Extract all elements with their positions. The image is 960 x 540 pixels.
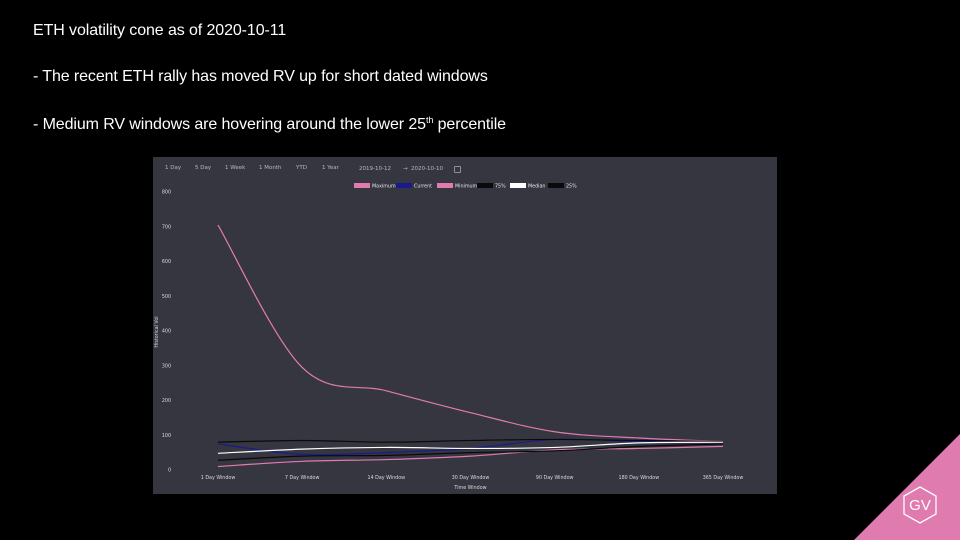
bullet-medium-rv: - Medium RV windows are hovering around … bbox=[33, 115, 506, 134]
series-line-median bbox=[217, 441, 724, 454]
x-tick-label: 14 Day Window bbox=[368, 475, 406, 481]
range-button-1-month[interactable]: 1 Month bbox=[259, 165, 282, 171]
range-button-1-week[interactable]: 1 Week bbox=[225, 165, 246, 171]
x-tick-label: 90 Day Window bbox=[536, 475, 574, 481]
gv-logo: GV bbox=[854, 434, 960, 540]
date-to-input[interactable]: 2020-10-10 bbox=[411, 166, 443, 172]
bullet-rv-rally: - The recent ETH rally has moved RV up f… bbox=[33, 68, 488, 85]
x-tick-label: 1 Day Window bbox=[201, 475, 236, 481]
legend-label-25pct[interactable]: 25% bbox=[566, 184, 577, 190]
y-tick-label: 500 bbox=[162, 294, 171, 300]
legend-swatch-maximum[interactable] bbox=[354, 183, 370, 188]
range-button-ytd[interactable]: YTD bbox=[296, 165, 307, 171]
x-axis-title: Time Window bbox=[453, 485, 486, 491]
legend-swatch-current[interactable] bbox=[396, 183, 412, 188]
calendar-icon[interactable] bbox=[454, 166, 461, 173]
legend-label-75pct[interactable]: 75% bbox=[495, 184, 506, 190]
y-tick-label: 300 bbox=[162, 363, 171, 369]
bullet-medium-rv-text: - Medium RV windows are hovering around … bbox=[33, 116, 426, 133]
logo-hexagon-icon bbox=[903, 486, 937, 524]
legend-swatch-75pct[interactable] bbox=[477, 183, 493, 188]
series-line-25pct bbox=[217, 443, 724, 461]
x-tick-label: 30 Day Window bbox=[452, 475, 490, 481]
date-from-input[interactable]: 2019-10-12 bbox=[359, 166, 391, 172]
series-line-75pct bbox=[217, 438, 724, 443]
logo-triangle bbox=[854, 434, 960, 540]
legend-swatch-median[interactable] bbox=[510, 183, 526, 188]
range-button-5-day[interactable]: 5 Day bbox=[195, 165, 212, 171]
y-tick-label: 0 bbox=[168, 468, 171, 474]
y-tick-label: 200 bbox=[162, 398, 171, 404]
x-tick-label: 7 Day Window bbox=[285, 475, 320, 481]
chart-plot: 0 100 200 300 400 500 600 700 800 1 Day Window 7 D… bbox=[154, 183, 744, 491]
logo-text: GV bbox=[909, 497, 931, 514]
date-separator: → bbox=[403, 166, 408, 172]
legend-label-minimum[interactable]: Minimum bbox=[455, 184, 478, 190]
x-tick-label: 180 Day Window bbox=[619, 475, 660, 481]
y-tick-label: 100 bbox=[162, 433, 171, 439]
bullet-superscript: th bbox=[425, 115, 434, 125]
slide-title: ETH volatility cone as of 2020-10-11 bbox=[33, 22, 287, 39]
y-tick-label: 800 bbox=[162, 190, 171, 196]
legend-label-maximum[interactable]: Maximum bbox=[372, 184, 396, 190]
legend-swatch-minimum[interactable] bbox=[437, 183, 453, 188]
y-tick-label: 400 bbox=[162, 329, 171, 335]
range-button-1-year[interactable]: 1 Year bbox=[322, 165, 339, 171]
legend-label-median[interactable]: Median bbox=[528, 184, 545, 190]
y-tick-label: 700 bbox=[162, 224, 171, 230]
legend-swatch-25pct[interactable] bbox=[548, 183, 564, 188]
volatility-cone-chart: 1 Day 5 Day 1 Week 1 Month YTD 1 Year 2019-10… bbox=[153, 157, 777, 494]
x-tick-label: 365 Day Window bbox=[703, 475, 744, 481]
series-line-maximum bbox=[217, 224, 724, 443]
y-axis-title: Historical Vol bbox=[154, 316, 160, 347]
bullet-medium-rv-suffix: percentile bbox=[433, 116, 506, 133]
y-tick-label: 600 bbox=[162, 259, 171, 265]
legend-label-current[interactable]: Current bbox=[414, 184, 432, 190]
series-line-minimum bbox=[217, 445, 724, 468]
range-button-1-day[interactable]: 1 Day bbox=[165, 165, 182, 171]
